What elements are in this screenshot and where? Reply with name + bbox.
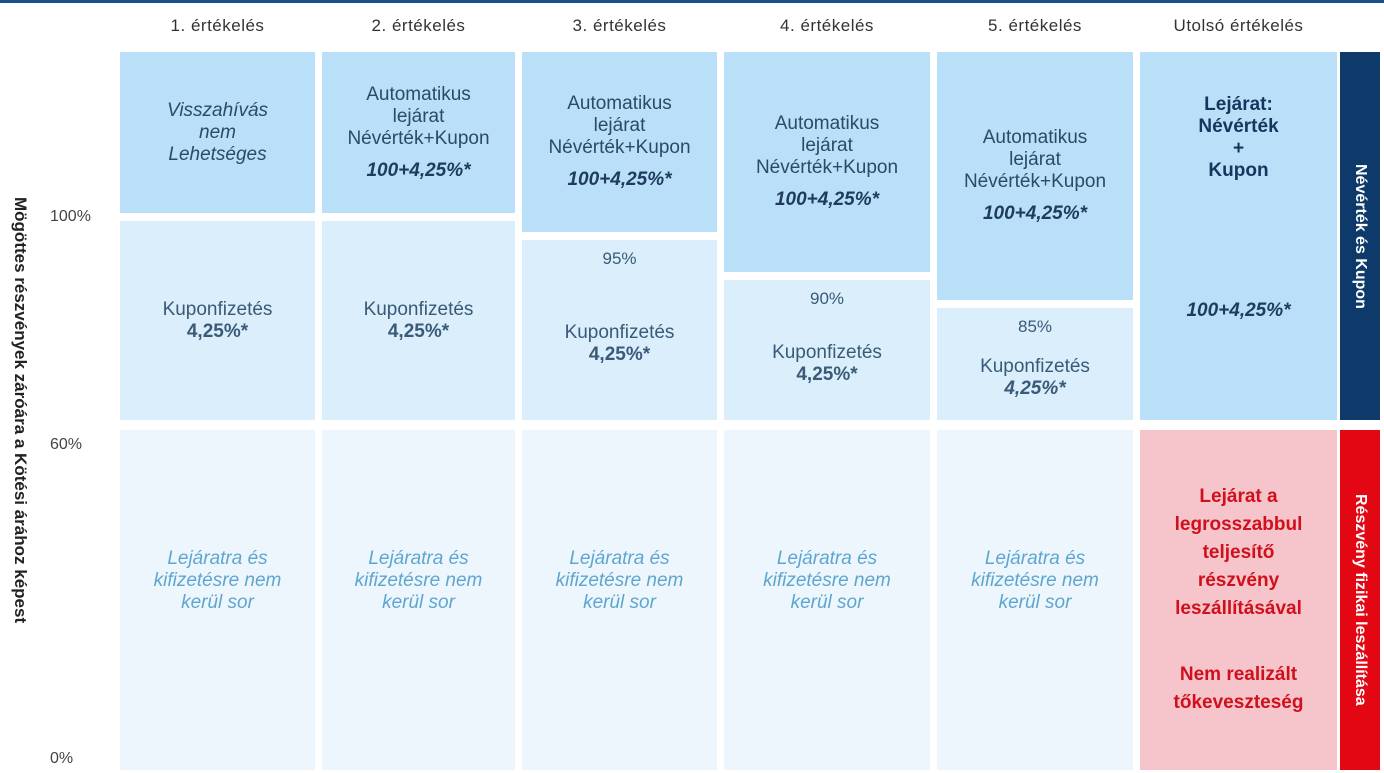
- box-line: Lehetséges: [168, 143, 267, 165]
- box-line: kerül sor: [790, 592, 864, 613]
- side-label: Részvény fizikai leszállítása: [1340, 430, 1380, 770]
- box-line: kerül sor: [181, 592, 254, 613]
- coupon-box: 90% Kuponfizetés 4,25%*: [724, 280, 930, 420]
- delivery-box: Lejárat a legrosszabbul teljesítő részvény l…: [1140, 430, 1337, 770]
- coupon-box: Kuponfizetés 4,25%*: [120, 221, 315, 420]
- payout-box: Automatikus lejárat Névérték+Kupon 100+4,25…: [322, 52, 515, 213]
- box-line: Névérték+Kupon: [548, 137, 691, 158]
- box-line: Lejárat a: [1199, 486, 1278, 507]
- box-line: Automatikus: [567, 93, 672, 114]
- box-line: nem: [199, 121, 236, 143]
- box-line: 4,25%*: [186, 320, 249, 342]
- coupon-box: 85% Kuponfizetés 4,25%*: [937, 308, 1133, 420]
- box-line: Automatikus: [982, 127, 1088, 148]
- box-line: leszállításával: [1175, 598, 1302, 619]
- box-line: 4,25%*: [1004, 378, 1066, 399]
- payout-value: 100+4,25%*: [774, 189, 880, 210]
- box-line: Lejáratra és: [167, 548, 268, 569]
- payout-box: Automatikus lejárat Névérték+Kupon 100+4,25…: [937, 52, 1133, 300]
- coupon-box: 95% Kuponfizetés 4,25%*: [522, 240, 717, 420]
- box-line: kerül sor: [583, 592, 656, 613]
- box-line: Névérték+Kupon: [755, 157, 899, 178]
- y-axis-label: 100%: [50, 208, 91, 225]
- column-header: 3. értékelés: [572, 16, 667, 35]
- box-line: lejárat: [1009, 149, 1061, 170]
- box-line: legrosszabbul: [1174, 514, 1303, 535]
- box-line: Kuponfizetés: [162, 298, 273, 320]
- box-line: Kuponfizetés: [980, 356, 1090, 377]
- box-line: Kuponfizetés: [772, 342, 882, 363]
- box-line: teljesítő: [1202, 542, 1275, 563]
- box-line: kifizetésre nem: [763, 570, 891, 591]
- box-line: kifizetésre nem: [354, 570, 483, 591]
- box-line: kifizetésre nem: [555, 570, 684, 591]
- box-line: Lejáratra és: [984, 548, 1086, 569]
- box-line: Kuponfizetés: [564, 322, 675, 343]
- payout-value: 100+4,25%*: [366, 159, 471, 181]
- box-line: Visszahívás: [166, 99, 269, 121]
- payout-box: Lejárat: Névérték + Kupon 100+4,25%*: [1140, 52, 1337, 420]
- no-payout-box: Lejáratra és kifizetésre nem kerül sor: [724, 430, 930, 770]
- box-line: Kuponfizetés: [363, 298, 474, 320]
- box-line: Névérték: [1198, 116, 1279, 137]
- box-line: Lejáratra és: [776, 548, 878, 569]
- loss-note: Nem realizált tőkeveszteség: [1174, 661, 1304, 717]
- no-payout-box: Lejáratra és kifizetésre nem kerül sor: [120, 430, 315, 770]
- payout-box: Automatikus lejárat Névérték+Kupon 100+4,25…: [522, 52, 717, 232]
- payout-value: 100+4,25%*: [567, 169, 672, 190]
- box-line: kifizetésre nem: [153, 570, 282, 591]
- box-line: Lejáratra és: [368, 548, 469, 569]
- box-line: kerül sor: [382, 592, 455, 613]
- payout-value: 100+4,25%*: [982, 203, 1088, 224]
- no-payout-box: Lejáratra és kifizetésre nem kerül sor: [522, 430, 717, 770]
- column-header: 4. értékelés: [780, 16, 874, 35]
- box-line: Névérték+Kupon: [963, 171, 1107, 192]
- payout-value: 100+4,25%*: [1186, 300, 1291, 321]
- box-line: lejárat: [392, 105, 445, 127]
- column-header: Utolsó értékelés: [1173, 16, 1304, 35]
- column-header: 5. értékelés: [988, 16, 1082, 35]
- no-payout-box: Lejáratra és kifizetésre nem kerül sor: [322, 430, 515, 770]
- box-line: kifizetésre nem: [971, 570, 1099, 591]
- box-line: Nem realizált: [1179, 664, 1298, 685]
- y-axis-label: 0%: [50, 750, 74, 767]
- column-header: 2. értékelés: [371, 16, 466, 35]
- coupon-box: Kuponfizetés 4,25%*: [322, 221, 515, 420]
- box-line: lejárat: [593, 115, 646, 136]
- y-axis-title: Mögöttes részvények záróára a Kötési árá…: [11, 196, 30, 624]
- box-line: Automatikus: [366, 83, 471, 105]
- box-line: 4,25%*: [796, 364, 858, 385]
- box-line: részvény: [1197, 570, 1280, 591]
- payout-box: Visszahívás nem Lehetséges: [120, 52, 315, 213]
- box-line: Kupon: [1208, 160, 1269, 181]
- box-line: kerül sor: [998, 592, 1072, 613]
- box-line: +: [1232, 138, 1245, 159]
- column-header: 1. értékelés: [170, 16, 265, 35]
- box-line: Lejárat:: [1204, 94, 1273, 115]
- box-line: lejárat: [801, 135, 853, 156]
- y-axis-label: 60%: [50, 436, 83, 453]
- side-label: Névérték és Kupon: [1340, 52, 1380, 420]
- box-line: 4,25%*: [387, 320, 450, 342]
- box-line: Lejáratra és: [569, 548, 670, 569]
- box-line: 4,25%*: [588, 344, 651, 365]
- payout-box: Automatikus lejárat Névérték+Kupon 100+4,25…: [724, 52, 930, 272]
- box-line: Automatikus: [774, 113, 880, 134]
- box-line: Névérték+Kupon: [347, 127, 490, 149]
- barrier-label: 85%: [1017, 317, 1053, 336]
- barrier-label: 95%: [602, 249, 637, 268]
- top-rule: [0, 0, 1384, 3]
- barrier-label: 90%: [809, 289, 845, 308]
- no-payout-box: Lejáratra és kifizetésre nem kerül sor: [937, 430, 1133, 770]
- box-line: tőkeveszteség: [1173, 692, 1304, 713]
